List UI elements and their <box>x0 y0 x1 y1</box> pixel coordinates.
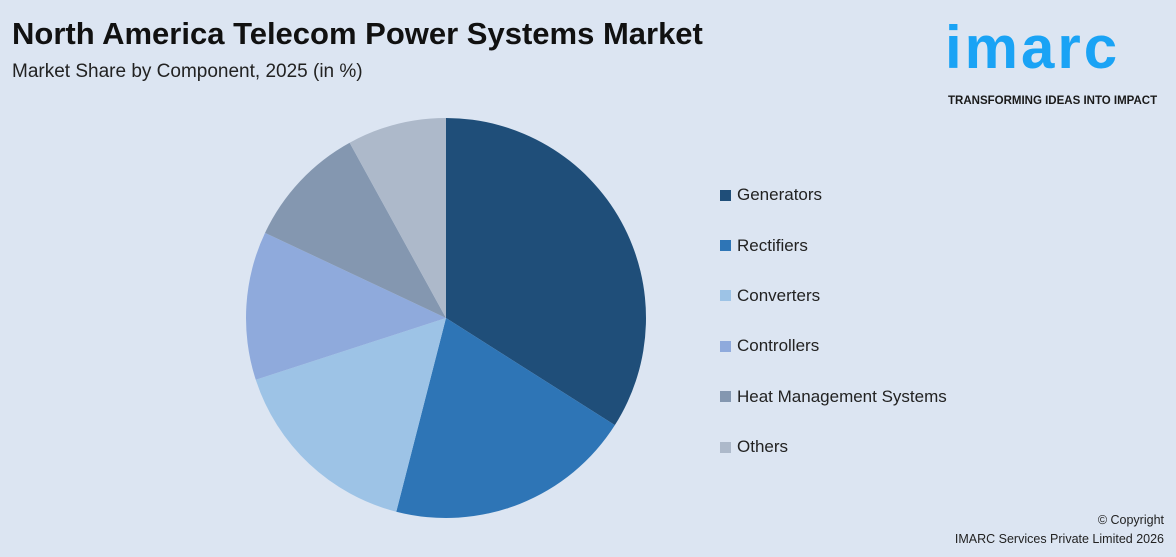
pie-slice-others <box>349 118 446 318</box>
legend-swatch <box>720 441 731 453</box>
chart-subtitle: Market Share by Component, 2025 (in %) <box>12 61 363 82</box>
imarc-logo: imarc TRANSFORMING IDEAS INTO IMPACT <box>945 10 1171 110</box>
legend-item: Heat Management Systems <box>720 372 947 422</box>
copyright-line-2: IMARC Services Private Limited 2026 <box>954 532 1164 546</box>
legend-label: Converters <box>737 285 821 305</box>
legend-swatch <box>720 290 731 302</box>
pie-slice-controllers <box>246 232 446 380</box>
pie-slice-heat-management-systems <box>265 142 446 318</box>
legend-label: Generators <box>737 185 823 205</box>
pie-slice-generators <box>446 118 646 426</box>
legend-item: Generators <box>720 170 947 220</box>
legend-swatch <box>720 391 731 403</box>
legend-swatch <box>720 340 731 352</box>
legend-label: Rectifiers <box>737 235 808 255</box>
legend-label: Controllers <box>737 336 820 356</box>
logo-wordmark: imarc <box>945 14 1121 81</box>
legend-label: Heat Management Systems <box>737 386 947 406</box>
legend-item: Rectifiers <box>720 220 947 270</box>
legend-label: Others <box>737 437 789 457</box>
pie-slice-rectifiers <box>396 318 615 518</box>
copyright: © Copyright IMARC Services Private Limit… <box>955 511 1164 549</box>
logo-tagline: TRANSFORMING IDEAS INTO IMPACT <box>948 95 1158 107</box>
legend-swatch <box>720 240 731 252</box>
legend-item: Converters <box>720 271 947 321</box>
chart-title: North America Telecom Power Systems Mark… <box>12 16 703 51</box>
legend: Generators Rectifiers Converters Controller… <box>720 170 947 472</box>
legend-item: Others <box>720 422 947 472</box>
pie-slice-converters <box>255 318 446 512</box>
copyright-line-1: © Copyright <box>1097 513 1164 527</box>
legend-swatch <box>720 189 731 201</box>
legend-item: Controllers <box>720 321 947 371</box>
